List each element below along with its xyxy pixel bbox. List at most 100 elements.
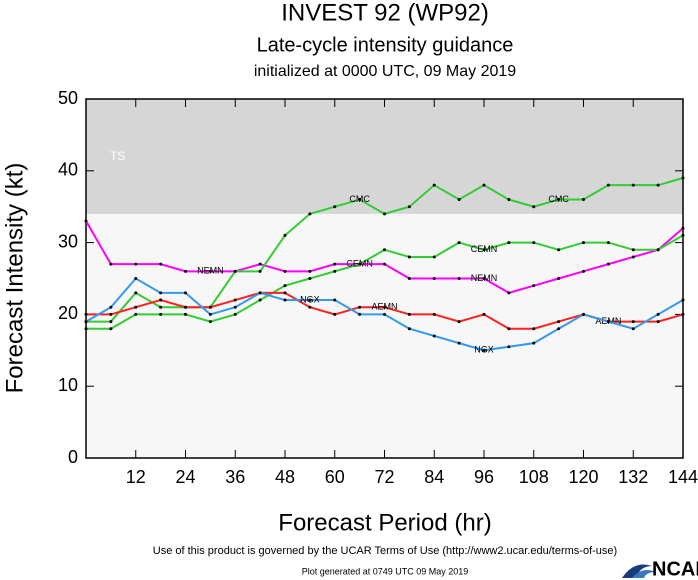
series-point	[134, 262, 138, 266]
series-point	[407, 205, 411, 209]
x-tick-label: 36	[225, 467, 245, 487]
series-point	[681, 176, 685, 180]
series-point	[432, 277, 436, 280]
series-point	[84, 327, 88, 331]
series-point	[681, 312, 685, 316]
series-point	[109, 327, 113, 331]
series-point	[606, 183, 610, 187]
x-tick-label: 144	[668, 467, 698, 487]
series-label: NEMN	[197, 266, 224, 276]
series-point	[482, 183, 486, 187]
series-label: CEMN	[346, 259, 373, 269]
y-tick-label: 20	[58, 303, 78, 323]
generated: Plot generated at 0749 UTC 09 May 2019	[302, 566, 469, 576]
x-tick-label: 108	[519, 467, 549, 487]
series-point	[457, 241, 461, 245]
x-tick-label: 120	[568, 467, 598, 487]
series-point	[432, 183, 436, 187]
series-point	[358, 312, 362, 316]
y-tick-label: 0	[68, 447, 78, 467]
series-point	[457, 320, 461, 324]
series-point	[358, 198, 362, 202]
series-point	[283, 233, 287, 237]
series-point	[208, 320, 212, 324]
series-point	[308, 269, 312, 273]
series-point	[432, 255, 436, 259]
series-point	[283, 298, 287, 302]
series-point	[84, 320, 88, 324]
chart-subtitle: initialized at 0000 UTC, 09 May 2019	[254, 63, 516, 80]
series-point	[507, 291, 511, 295]
series-point	[507, 241, 511, 245]
series-point	[557, 327, 561, 331]
series-point	[606, 241, 610, 245]
series-point	[134, 291, 138, 295]
series-point	[134, 277, 138, 280]
x-tick-label: 132	[618, 467, 648, 487]
x-axis-label: Forecast Period (hr)	[278, 509, 491, 536]
series-point	[283, 291, 287, 295]
series-point	[557, 198, 561, 202]
chart-subtitle: Late-cycle intensity guidance	[257, 34, 514, 56]
series-point	[308, 212, 312, 216]
series-point	[631, 320, 635, 324]
chart-title: INVEST 92 (WP92)	[281, 0, 489, 26]
series-point	[582, 198, 585, 202]
series-point	[283, 269, 287, 273]
x-tick-label: 96	[474, 467, 494, 487]
series-label: CMC	[349, 194, 370, 204]
series-point	[383, 305, 386, 309]
series-point	[482, 248, 486, 252]
series-point	[109, 312, 113, 316]
series-point	[208, 305, 212, 309]
series-point	[582, 269, 585, 273]
series-point	[184, 305, 187, 309]
series-point	[681, 226, 685, 230]
series-point	[159, 262, 163, 266]
series-point	[233, 269, 237, 273]
series-point	[681, 298, 685, 302]
series-point	[333, 205, 337, 209]
series-point	[134, 305, 138, 309]
series-label: NEMN	[471, 273, 498, 283]
series-point	[582, 241, 585, 245]
x-tick-label: 48	[275, 467, 295, 487]
series-point	[482, 312, 486, 316]
series-point	[233, 298, 237, 302]
series-point	[258, 262, 262, 266]
series-point	[159, 291, 163, 295]
logo-text: NCAR	[652, 558, 698, 580]
series-point	[383, 248, 386, 252]
series-point	[457, 198, 461, 202]
series-point	[532, 241, 536, 245]
series-point	[532, 327, 536, 331]
series-point	[407, 327, 411, 331]
series-point	[333, 298, 337, 302]
series-point	[109, 305, 113, 309]
series-point	[109, 320, 113, 324]
series-point	[532, 205, 536, 209]
series-point	[308, 305, 312, 309]
series-point	[606, 262, 610, 266]
x-tick-label: 84	[424, 467, 444, 487]
series-point	[84, 219, 88, 223]
series-point	[507, 327, 511, 331]
series-point	[681, 233, 685, 237]
series-point	[184, 269, 187, 273]
series-point	[532, 341, 536, 345]
series-point	[582, 312, 585, 316]
series-point	[258, 298, 262, 302]
series-point	[233, 305, 237, 309]
series-point	[407, 277, 411, 280]
series-point	[109, 262, 113, 266]
series-point	[134, 312, 138, 316]
series-point	[208, 312, 212, 316]
series-point	[383, 212, 386, 216]
series-point	[507, 345, 511, 349]
series-point	[432, 312, 436, 316]
series-point	[482, 348, 486, 352]
band-label: TS	[110, 149, 125, 163]
series-point	[383, 262, 386, 266]
series-point	[656, 312, 660, 316]
